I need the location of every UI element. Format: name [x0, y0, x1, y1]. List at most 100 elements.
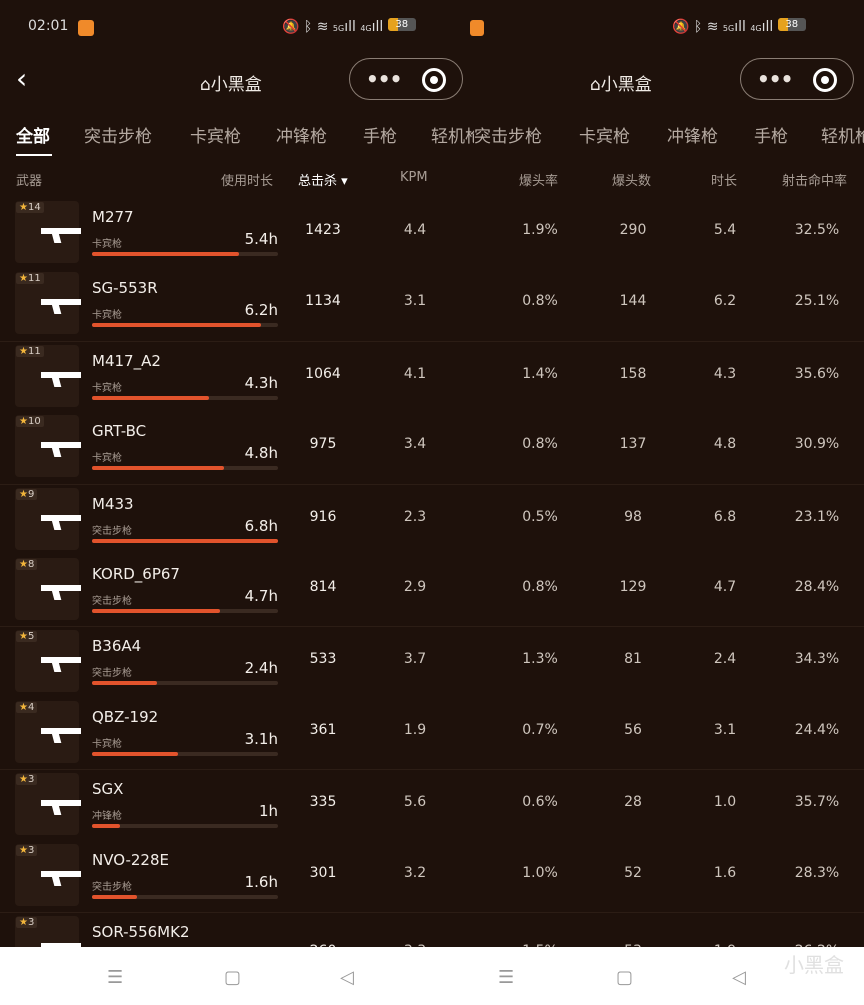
gun-icon: [41, 585, 81, 591]
usage-bar-fill: [92, 323, 262, 328]
header-duration[interactable]: 时长: [711, 174, 738, 189]
header-hs-rate[interactable]: 爆头率: [519, 174, 559, 189]
weapon-row[interactable]: ★8 KORD_6P67 突击步枪 4.7h 814 2.9 0.8% 129 4.7 2…: [0, 555, 864, 626]
weapon-name: KORD_6P67: [92, 565, 180, 583]
weapon-row[interactable]: ★9 M433 突击步枪 6.8h 916 2.3 0.5% 98 6.8 23.1%: [0, 483, 864, 555]
cell-kpm: 2.3: [403, 508, 427, 525]
header-accuracy[interactable]: 射击命中率: [782, 174, 848, 189]
weapon-name: M277: [92, 208, 134, 226]
app-notification-icon: [78, 20, 94, 36]
usage-bar: [92, 681, 278, 686]
header-hs-count[interactable]: 爆头数: [612, 174, 652, 189]
weapon-category: 突击步枪: [92, 525, 132, 537]
cell-acc: 26.2%: [795, 943, 839, 947]
cell-kills: 260: [310, 943, 337, 947]
app-title: ⌂小黑盒: [200, 75, 262, 95]
usage-bar: [92, 609, 278, 613]
weapon-row[interactable]: ★11 M417_A2 卡宾枪 4.3h 1064 4.1 1.4% 158 4.3 35…: [0, 340, 864, 412]
back-icon[interactable]: ◁: [732, 967, 746, 988]
cell-acc: 30.9%: [794, 436, 840, 453]
status-time: 02:01: [28, 18, 69, 34]
system-nav-bar: ☰ ▢ ◁ ☰ ▢ ◁ 小黑盒: [0, 947, 864, 1005]
home-icon[interactable]: ▢: [224, 967, 242, 988]
cell-kpm: 3.7: [403, 651, 427, 668]
weapon-row[interactable]: ★14 M277 卡宾枪 5.4h 1423 4.4 1.9% 290 5.4 32.5%: [0, 198, 864, 269]
tab[interactable]: 突击步枪: [84, 127, 152, 147]
more-button[interactable]: •••: [366, 67, 402, 91]
weapon-category: 突击步枪: [92, 881, 132, 893]
cell-dur: 4.3: [713, 365, 737, 382]
home-icon[interactable]: ▢: [616, 967, 634, 988]
level-badge: ★11: [16, 345, 44, 357]
cell-kills: 1064: [305, 365, 341, 382]
usage-bar: [92, 466, 278, 471]
weapon-row[interactable]: ★5 B36A4 突击步枪 2.4h 533 3.7 1.3% 81 2.4 34.3%: [0, 626, 864, 697]
cell-acc: 23.1%: [794, 508, 840, 525]
tab[interactable]: 轻机枪: [821, 122, 864, 147]
cell-acc: 34.3%: [794, 651, 840, 668]
weapon-row[interactable]: ★4 QBZ-192 卡宾枪 3.1h 361 1.9 0.7% 56 3.1 24.4%: [0, 698, 864, 769]
tab[interactable]: 手枪: [754, 122, 788, 147]
cell-hs_rate: 1.4%: [522, 365, 558, 382]
level-badge: ★3: [16, 917, 38, 928]
weapon-list[interactable]: ★14 M277 卡宾枪 5.4h 1423 4.4 1.9% 290 5.4 32.5%…: [0, 198, 864, 947]
weapon-category: 突击步枪: [92, 668, 132, 680]
tab[interactable]: 突击步枪: [474, 122, 542, 147]
star-icon: ★: [19, 488, 28, 500]
cell-dur: 1.9: [714, 943, 736, 947]
cell-hs_rate: 1.0%: [522, 864, 558, 881]
tab[interactable]: 冲锋枪: [276, 127, 327, 147]
close-miniprogram-button[interactable]: [422, 68, 446, 92]
usage-bar-fill: [92, 538, 278, 543]
menu-icon[interactable]: ☰: [107, 967, 124, 988]
usage-hours: 6.8h: [244, 516, 278, 535]
cell-kills: 335: [309, 794, 337, 811]
star-icon: ★: [19, 559, 28, 570]
cell-acc: 35.6%: [794, 365, 840, 382]
cell-hs_rate: 0.8%: [522, 579, 558, 595]
cell-hs: 290: [619, 222, 647, 238]
tab[interactable]: 轻机枪: [431, 127, 474, 147]
star-icon: ★: [19, 345, 28, 357]
gun-icon: [41, 442, 81, 449]
star-icon: ★: [19, 844, 28, 856]
cell-hs: 98: [624, 508, 642, 525]
usage-bar-fill: [92, 609, 221, 613]
back-icon[interactable]: ◁: [340, 967, 354, 988]
usage-hours: 5.4h: [244, 230, 278, 248]
weapon-row[interactable]: ★3 SGX 冲锋枪 1h 335 5.6 0.6% 28 1.0 35.7%: [0, 769, 864, 840]
tab[interactable]: 手枪: [363, 127, 397, 147]
header-usage[interactable]: 使用时长: [221, 174, 274, 189]
weapon-name: M417_A2: [92, 351, 161, 370]
weapon-row[interactable]: ★3 NVO-228E 突击步枪 1.6h 301 3.2 1.0% 52 1.6 28.…: [0, 841, 864, 912]
level-badge: ★8: [16, 559, 38, 570]
close-miniprogram-button[interactable]: [813, 68, 837, 92]
weapon-row[interactable]: ★3 SOR-556MK2 260 3.3 1.5% 53 1.9 26.2%: [0, 912, 864, 947]
usage-hours: 1h: [258, 802, 278, 821]
cell-acc: 28.3%: [794, 864, 840, 881]
star-icon: ★: [19, 917, 28, 928]
header-kills[interactable]: 总击杀 ▾: [298, 174, 348, 189]
usage-bar-fill: [92, 252, 239, 256]
tab[interactable]: 卡宾枪: [579, 122, 630, 147]
cell-hs: 28: [624, 794, 642, 811]
more-button[interactable]: •••: [757, 67, 793, 91]
cell-hs_rate: 0.8%: [522, 293, 558, 310]
app-notification-icon: [470, 20, 484, 36]
usage-bar: [92, 252, 278, 256]
menu-icon[interactable]: ☰: [498, 967, 515, 988]
cell-hs: 137: [619, 436, 647, 453]
tab[interactable]: 全部: [16, 127, 50, 147]
header-kpm[interactable]: KPM: [400, 170, 428, 185]
cell-hs_rate: 0.8%: [522, 436, 558, 453]
capsule-menu: •••: [349, 58, 463, 100]
back-button[interactable]: ‹: [16, 62, 28, 95]
tab[interactable]: 卡宾枪: [190, 127, 241, 147]
tab[interactable]: 冲锋枪: [667, 122, 718, 147]
cell-hs_rate: 0.5%: [522, 508, 558, 525]
cell-hs: 53: [624, 943, 642, 947]
cell-dur: 4.8: [713, 436, 737, 453]
weapon-row[interactable]: ★11 SG-553R 卡宾枪 6.2h 1134 3.1 0.8% 144 6.2 25…: [0, 269, 864, 340]
weapon-row[interactable]: ★10 GRT-BC 卡宾枪 4.8h 975 3.4 0.8% 137 4.8 30.9…: [0, 412, 864, 483]
cell-acc: 35.7%: [794, 794, 840, 811]
